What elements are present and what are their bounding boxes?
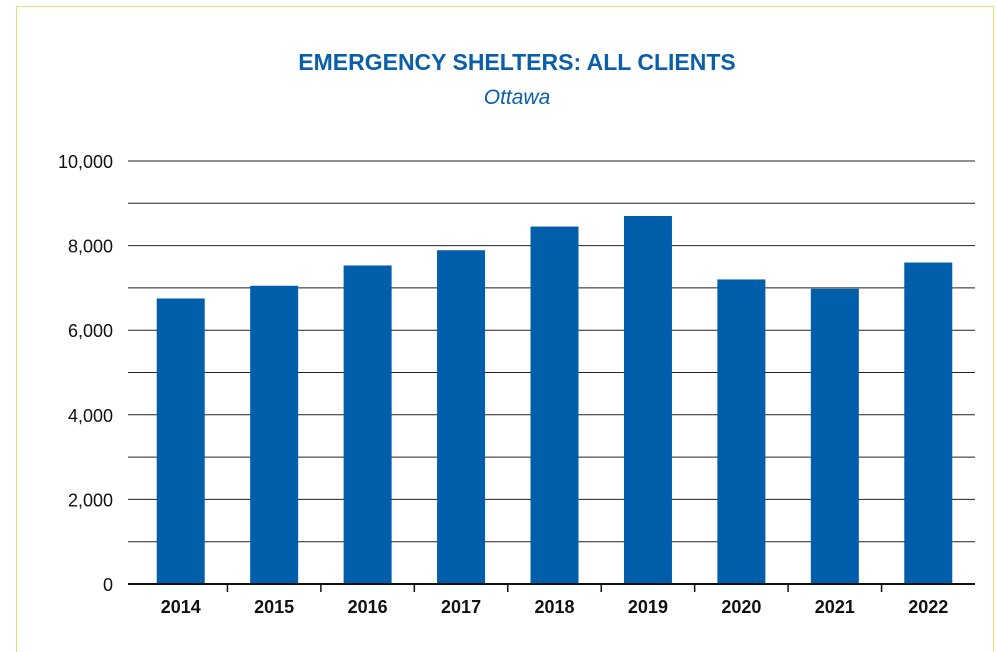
x-tick-label: 2020	[721, 597, 761, 617]
bar-2019	[623, 215, 672, 585]
bar-2016	[343, 265, 392, 584]
bar-2018	[530, 226, 579, 584]
y-tick-label: 2,000	[68, 490, 113, 510]
x-tick-label: 2014	[161, 597, 201, 617]
chart-subtitle: Ottawa	[484, 86, 551, 109]
y-tick-label: 8,000	[68, 237, 113, 257]
y-tick-label: 0	[103, 575, 113, 595]
x-tick-label: 2016	[348, 597, 388, 617]
bars	[156, 215, 953, 585]
bar-2022	[904, 262, 953, 584]
y-tick-label: 10,000	[58, 152, 113, 172]
x-tick-label: 2021	[815, 597, 855, 617]
x-tick-label: 2018	[534, 597, 574, 617]
bar-2017	[437, 250, 486, 585]
x-tick-label: 2022	[908, 597, 948, 617]
x-tick-label: 2015	[254, 597, 294, 617]
bar-2015	[250, 285, 299, 584]
x-axis: 2014 2015 2016 2017 2018 2019 2020 2021 2022	[128, 583, 975, 617]
y-tick-label: 6,000	[68, 321, 113, 341]
x-tick-label: 2017	[441, 597, 481, 617]
y-tick-label: 4,000	[68, 406, 113, 426]
x-tick-label: 2019	[628, 597, 668, 617]
bar-2020	[717, 279, 766, 584]
bar-2014	[156, 298, 205, 584]
bar-2021	[810, 288, 859, 584]
chart-frame	[16, 6, 994, 652]
y-axis-ticks: 0 2,000 4,000 6,000 8,000 10,000	[58, 152, 113, 595]
chart-title: EMERGENCY SHELTERS: ALL CLIENTS	[298, 49, 735, 75]
